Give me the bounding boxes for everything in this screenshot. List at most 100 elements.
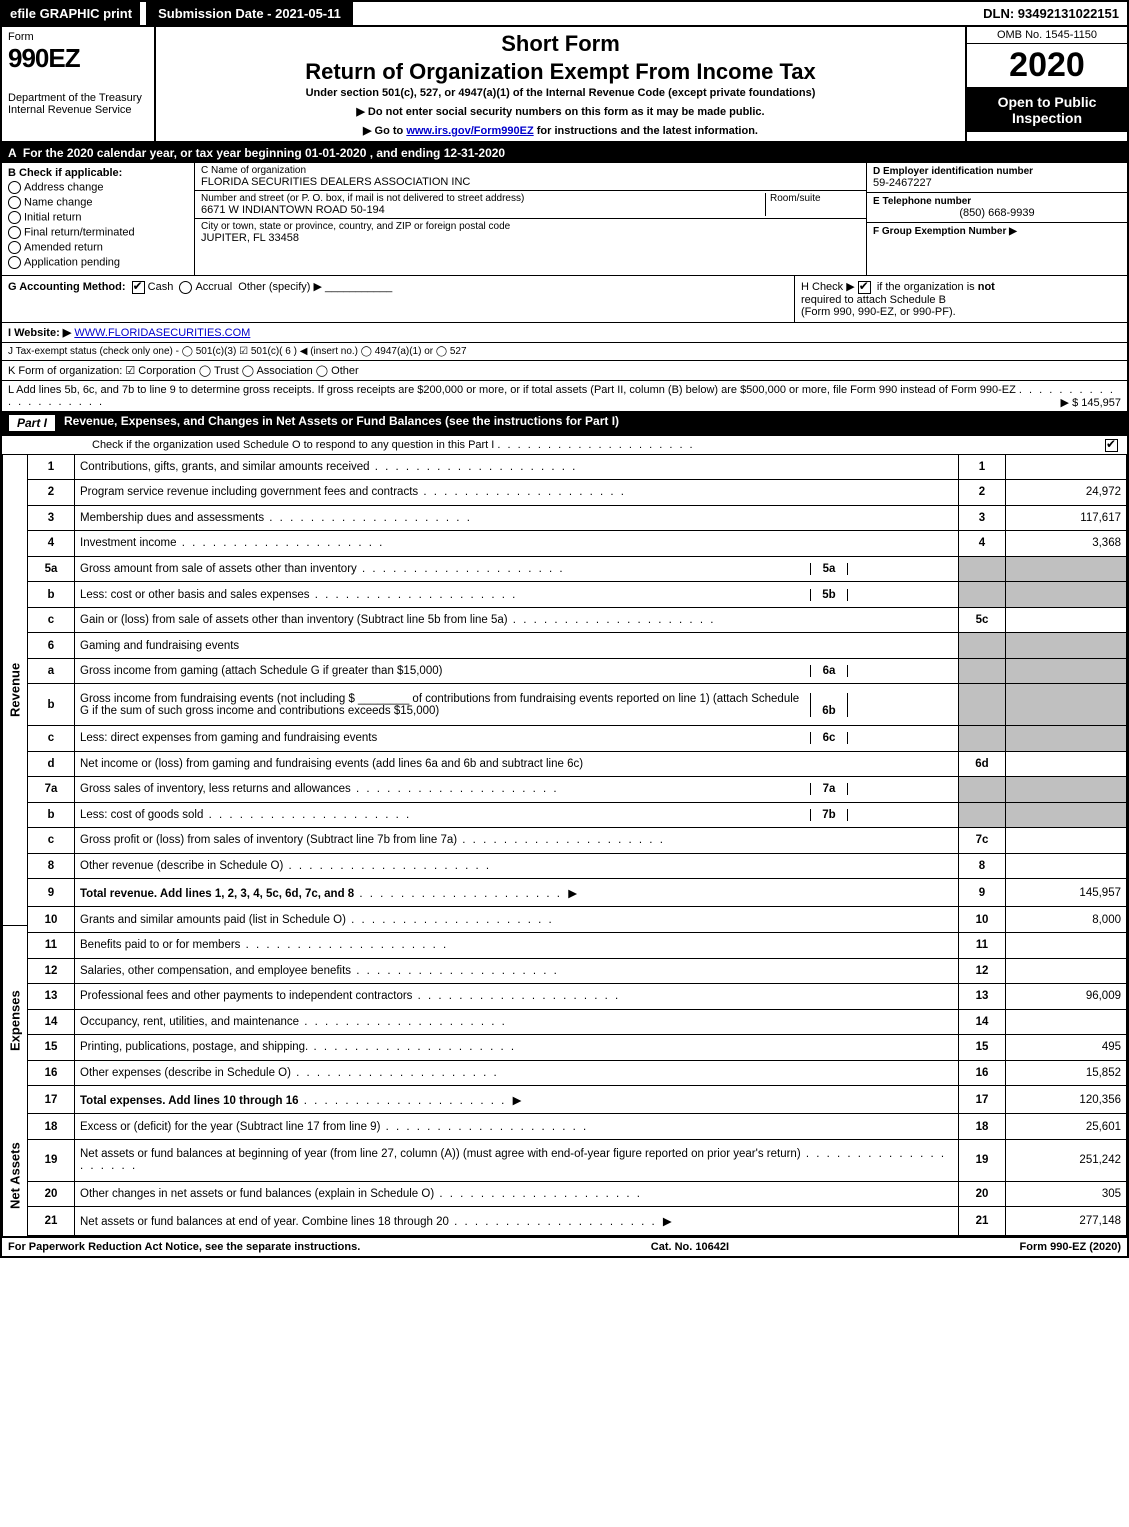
street-value: 6671 W INDIANTOWN ROAD 50-194 — [201, 204, 765, 216]
l5c-num: c — [28, 607, 75, 633]
l5b-sub: 5b — [810, 589, 847, 601]
h-pre: H Check ▶ — [801, 281, 858, 293]
tax-year: 2020 — [967, 44, 1127, 88]
l6b-text: Gross income from fundraising events (no… — [75, 684, 959, 726]
cb-amended-return[interactable]: Amended return — [8, 241, 188, 254]
dept-label: Department of the Treasury — [8, 92, 148, 104]
footer-form: Form 990-EZ (2020) — [1020, 1241, 1121, 1253]
l15-num: 15 — [28, 1035, 75, 1061]
section-d: D Employer identification number 59-2467… — [866, 163, 1127, 275]
revenue-table-area: Revenue Expenses Net Assets 1Contributio… — [2, 454, 1127, 1236]
cb-initial-return[interactable]: Initial return — [8, 211, 188, 224]
l6a-sub: 6a — [810, 665, 847, 677]
l1-amt — [1006, 454, 1127, 480]
page-footer: For Paperwork Reduction Act Notice, see … — [0, 1238, 1129, 1258]
cb-schedule-o[interactable] — [1105, 439, 1118, 452]
l3-amt: 117,617 — [1006, 505, 1127, 531]
g-label: G Accounting Method: — [8, 281, 126, 293]
l8-num: 8 — [28, 853, 75, 879]
cb-final-return[interactable]: Final return/terminated — [8, 226, 188, 239]
l4-col: 4 — [959, 531, 1006, 557]
l6c-shade1 — [959, 726, 1006, 752]
l16-text: Other expenses (describe in Schedule O) — [75, 1060, 959, 1086]
l5b-num: b — [28, 582, 75, 608]
line-7c: cGross profit or (loss) from sales of in… — [28, 828, 1127, 854]
l14-col: 14 — [959, 1009, 1006, 1035]
tax-year-text: For the 2020 calendar year, or tax year … — [23, 146, 505, 160]
l7b-shade2 — [1006, 802, 1127, 828]
l11-num: 11 — [28, 932, 75, 958]
l10-num: 10 — [28, 907, 75, 933]
header-right: OMB No. 1545-1150 2020 Open to Public In… — [965, 27, 1127, 141]
line-16: 16Other expenses (describe in Schedule O… — [28, 1060, 1127, 1086]
l9-text: Total revenue. Add lines 1, 2, 3, 4, 5c,… — [75, 879, 959, 907]
l17-col: 17 — [959, 1086, 1006, 1114]
l16-col: 16 — [959, 1060, 1006, 1086]
other-label: Other (specify) ▶ — [238, 281, 322, 293]
gh-row: G Accounting Method: Cash Accrual Other … — [2, 275, 1127, 322]
irs-link[interactable]: www.irs.gov/Form990EZ — [406, 125, 533, 137]
l4-amt: 3,368 — [1006, 531, 1127, 557]
line-3: 3Membership dues and assessments3117,617 — [28, 505, 1127, 531]
l16-amt: 15,852 — [1006, 1060, 1127, 1086]
l21-text: Net assets or fund balances at end of ye… — [75, 1207, 959, 1236]
l3-num: 3 — [28, 505, 75, 531]
l17-num: 17 — [28, 1086, 75, 1114]
header-left: Form 990EZ Department of the Treasury In… — [2, 27, 156, 141]
l18-text: Excess or (deficit) for the year (Subtra… — [75, 1114, 959, 1140]
cb-name-change[interactable]: Name change — [8, 196, 188, 209]
ssn-warning: ▶ Do not enter social security numbers o… — [166, 105, 955, 118]
l15-text: Printing, publications, postage, and shi… — [75, 1035, 959, 1061]
l6a-shade1 — [959, 658, 1006, 684]
line-5a: 5aGross amount from sale of assets other… — [28, 556, 1127, 582]
submission-date-label: Submission Date - 2021-05-11 — [146, 2, 353, 25]
l15-amt: 495 — [1006, 1035, 1127, 1061]
l7c-text: Gross profit or (loss) from sales of inv… — [75, 828, 959, 854]
city-value: JUPITER, FL 33458 — [201, 232, 860, 244]
l4-text: Investment income — [75, 531, 959, 557]
l6d-col: 6d — [959, 751, 1006, 777]
l19-text: Net assets or fund balances at beginning… — [75, 1139, 959, 1181]
l12-col: 12 — [959, 958, 1006, 984]
l21-amt: 277,148 — [1006, 1207, 1127, 1236]
efile-print-button[interactable]: efile GRAPHIC print — [2, 2, 140, 25]
footer-cat: Cat. No. 10642I — [651, 1241, 729, 1253]
cb-schedule-b[interactable] — [858, 281, 871, 294]
check-dots — [497, 439, 694, 451]
l6-text: Gaming and fundraising events — [75, 633, 959, 659]
subtitle: Under section 501(c), 527, or 4947(a)(1)… — [166, 87, 955, 99]
side-revenue: Revenue — [2, 454, 27, 925]
line-5b: bLess: cost or other basis and sales exp… — [28, 582, 1127, 608]
l7a-subamt — [847, 783, 958, 795]
cb-application-pending[interactable]: Application pending — [8, 256, 188, 269]
l21-col: 21 — [959, 1207, 1006, 1236]
l7b-subamt — [847, 809, 958, 821]
l12-num: 12 — [28, 958, 75, 984]
l7c-num: c — [28, 828, 75, 854]
section-h: H Check ▶ if the organization is not req… — [794, 276, 1127, 322]
section-l: L Add lines 5b, 6c, and 7b to line 9 to … — [2, 380, 1127, 411]
l6c-sub: 6c — [810, 732, 847, 744]
l7a-num: 7a — [28, 777, 75, 803]
cb-address-change[interactable]: Address change — [8, 181, 188, 194]
line-19: 19Net assets or fund balances at beginni… — [28, 1139, 1127, 1181]
l6-shade2 — [1006, 633, 1127, 659]
l7a-shade1 — [959, 777, 1006, 803]
l6a-shade2 — [1006, 658, 1127, 684]
l4-num: 4 — [28, 531, 75, 557]
l20-num: 20 — [28, 1181, 75, 1207]
l8-col: 8 — [959, 853, 1006, 879]
street-label: Number and street (or P. O. box, if mail… — [201, 193, 765, 204]
l18-amt: 25,601 — [1006, 1114, 1127, 1140]
section-a-row: A For the 2020 calendar year, or tax yea… — [0, 143, 1129, 1238]
l13-num: 13 — [28, 984, 75, 1010]
cb-cash[interactable] — [132, 281, 145, 294]
cb-accrual[interactable] — [179, 281, 192, 294]
l7c-col: 7c — [959, 828, 1006, 854]
l16-num: 16 — [28, 1060, 75, 1086]
website-link[interactable]: WWW.FLORIDASECURITIES.COM — [74, 327, 250, 339]
cb-amended-return-label: Amended return — [24, 241, 103, 253]
line-6: 6Gaming and fundraising events — [28, 633, 1127, 659]
goto-post: for instructions and the latest informat… — [534, 125, 758, 137]
l7b-num: b — [28, 802, 75, 828]
